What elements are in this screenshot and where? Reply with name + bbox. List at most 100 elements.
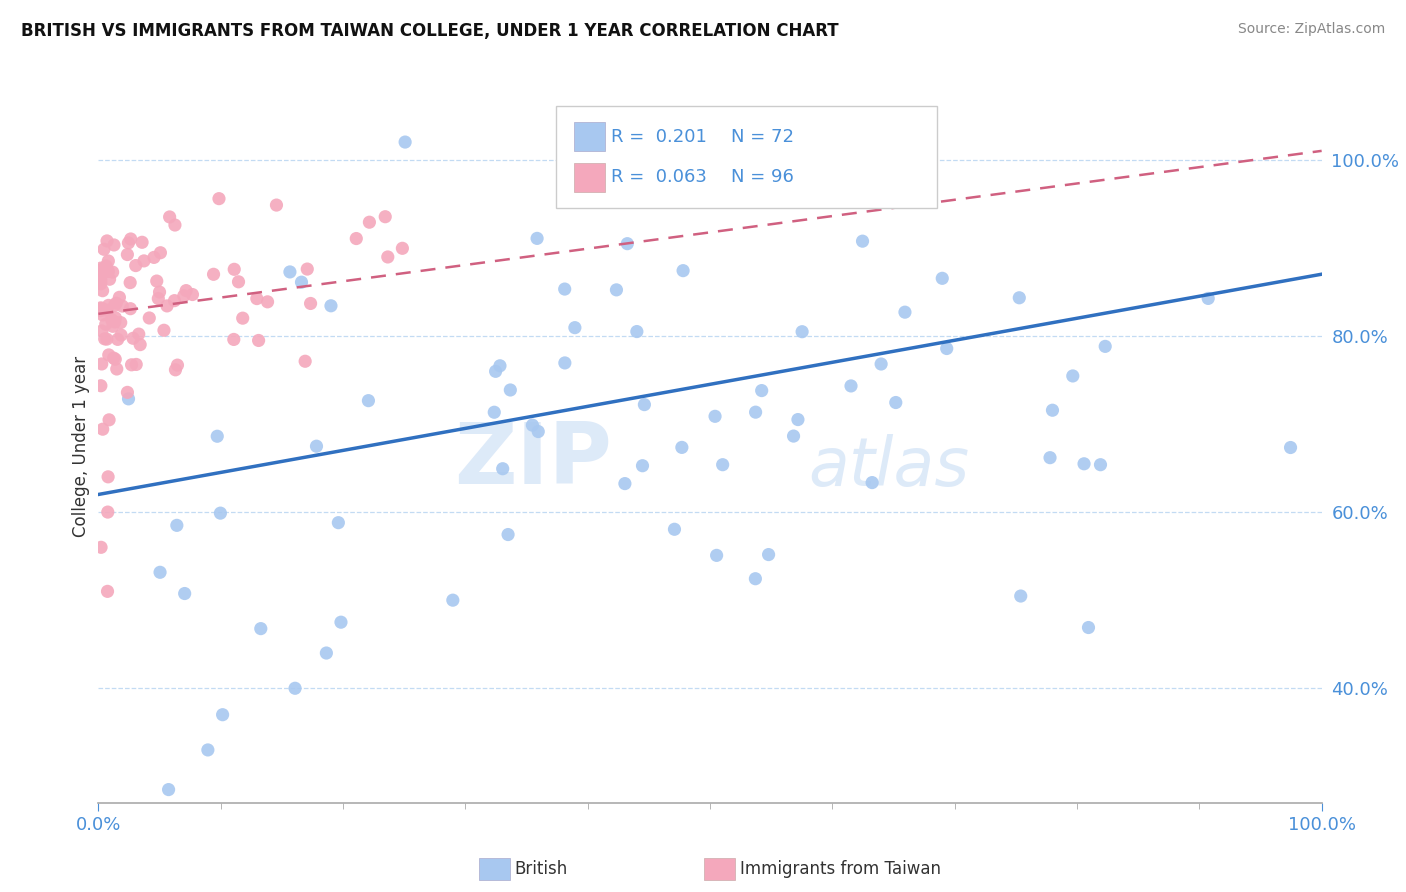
Point bbox=[117, 247, 139, 261]
Point bbox=[1039, 450, 1062, 465]
Point bbox=[633, 398, 655, 412]
Point bbox=[181, 287, 204, 301]
Point bbox=[143, 251, 166, 265]
Point bbox=[299, 296, 322, 310]
Point bbox=[782, 429, 804, 443]
Text: Source: ZipAtlas.com: Source: ZipAtlas.com bbox=[1237, 22, 1385, 37]
Point bbox=[90, 357, 112, 371]
Point bbox=[129, 337, 152, 351]
Point bbox=[96, 303, 118, 318]
Point bbox=[90, 541, 112, 555]
Point bbox=[315, 646, 337, 660]
Text: ZIP: ZIP bbox=[454, 418, 612, 502]
Point bbox=[97, 264, 120, 278]
Point bbox=[554, 356, 576, 370]
Point bbox=[93, 332, 115, 346]
Point bbox=[626, 325, 648, 339]
Point bbox=[228, 275, 250, 289]
Point bbox=[156, 299, 179, 313]
Point bbox=[148, 292, 170, 306]
Point bbox=[1008, 291, 1031, 305]
Point bbox=[377, 250, 399, 264]
Point bbox=[851, 234, 873, 248]
Point bbox=[101, 265, 124, 279]
Point bbox=[98, 272, 121, 286]
Point bbox=[104, 310, 127, 325]
Point bbox=[1094, 339, 1116, 353]
Point bbox=[744, 572, 766, 586]
Point bbox=[97, 505, 120, 519]
Point bbox=[1077, 621, 1099, 635]
Point bbox=[125, 358, 148, 372]
Point bbox=[319, 299, 342, 313]
Point bbox=[97, 298, 120, 312]
Point bbox=[1010, 589, 1032, 603]
Point bbox=[105, 296, 128, 310]
Point bbox=[111, 299, 134, 313]
Point bbox=[222, 333, 245, 347]
Point bbox=[297, 262, 319, 277]
Point bbox=[359, 215, 381, 229]
Point bbox=[209, 506, 232, 520]
Point bbox=[758, 548, 780, 562]
Point bbox=[90, 303, 112, 318]
Text: British: British bbox=[515, 860, 568, 878]
Point bbox=[96, 584, 118, 599]
Point bbox=[249, 622, 271, 636]
Point bbox=[90, 301, 112, 315]
Point bbox=[931, 271, 953, 285]
Point bbox=[104, 315, 127, 329]
Point bbox=[159, 210, 181, 224]
Point bbox=[522, 418, 544, 433]
Point bbox=[101, 319, 124, 334]
Point bbox=[394, 135, 416, 149]
Point bbox=[90, 277, 112, 291]
Point bbox=[284, 681, 307, 696]
Point bbox=[1062, 368, 1084, 383]
Point bbox=[91, 284, 114, 298]
Point bbox=[344, 231, 367, 245]
Point bbox=[526, 231, 548, 245]
Point bbox=[97, 470, 120, 484]
Point bbox=[441, 593, 464, 607]
Point bbox=[96, 262, 118, 277]
Point bbox=[305, 439, 328, 453]
Point bbox=[103, 298, 125, 312]
Point bbox=[860, 475, 883, 490]
Point bbox=[94, 317, 117, 331]
Point bbox=[884, 395, 907, 409]
Point bbox=[613, 476, 636, 491]
Point bbox=[94, 259, 117, 273]
Point bbox=[1042, 403, 1064, 417]
Point bbox=[145, 274, 167, 288]
Point bbox=[787, 412, 810, 426]
Point bbox=[1090, 458, 1112, 472]
Point bbox=[564, 320, 586, 334]
Text: N = 72: N = 72 bbox=[731, 128, 793, 145]
Point bbox=[600, 174, 623, 188]
Point bbox=[328, 516, 350, 530]
Point bbox=[91, 324, 114, 338]
Text: R =  0.201: R = 0.201 bbox=[612, 128, 707, 145]
Point bbox=[224, 262, 246, 277]
Point bbox=[202, 268, 225, 282]
Point bbox=[1197, 292, 1219, 306]
Point bbox=[492, 461, 515, 475]
Point bbox=[173, 289, 195, 303]
Point bbox=[120, 301, 142, 316]
Point bbox=[153, 323, 176, 337]
Point bbox=[93, 242, 115, 256]
Point bbox=[122, 331, 145, 345]
Point bbox=[527, 425, 550, 439]
Point bbox=[485, 364, 508, 378]
Point bbox=[173, 586, 195, 600]
Point bbox=[374, 210, 396, 224]
Point bbox=[157, 782, 180, 797]
Point bbox=[664, 522, 686, 536]
Point bbox=[489, 359, 512, 373]
Point bbox=[108, 290, 131, 304]
Point bbox=[117, 235, 139, 250]
Point bbox=[207, 429, 229, 443]
Text: Immigrants from Taiwan: Immigrants from Taiwan bbox=[740, 860, 941, 878]
Text: BRITISH VS IMMIGRANTS FROM TAIWAN COLLEGE, UNDER 1 YEAR CORRELATION CHART: BRITISH VS IMMIGRANTS FROM TAIWAN COLLEG… bbox=[21, 22, 839, 40]
